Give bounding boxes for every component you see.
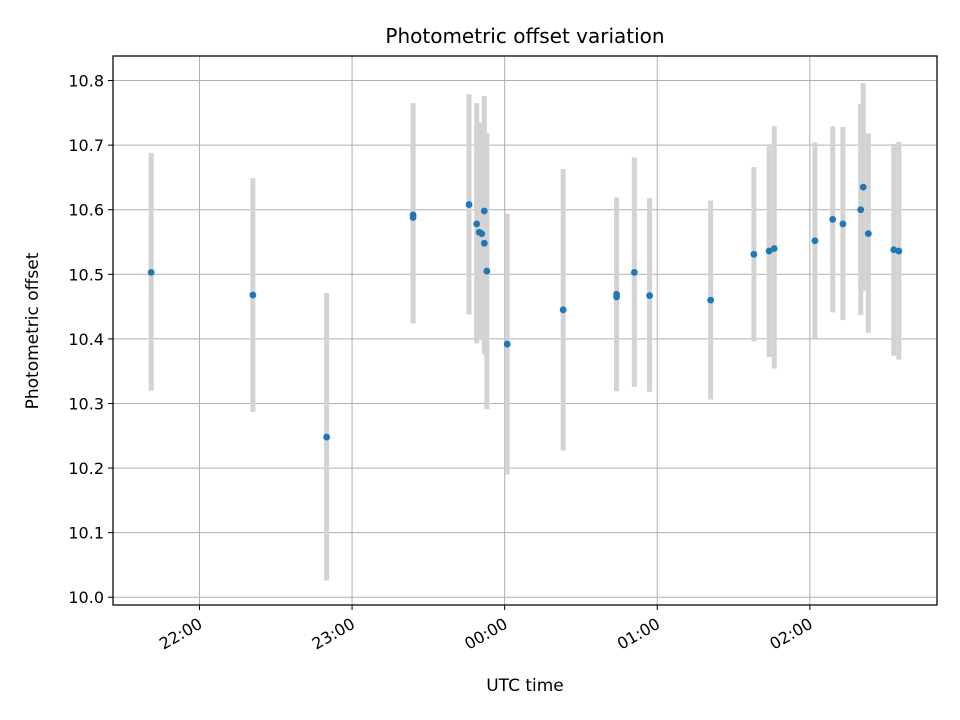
data-point: [559, 306, 567, 314]
data-point: [147, 268, 155, 276]
data-point: [765, 247, 773, 255]
data-point: [750, 250, 758, 258]
data-point: [480, 239, 488, 247]
y-axis-ticks: 10.0 10.1 10.2 10.3 10.4 10.5 10.6 10.7 10.8: [68, 72, 113, 607]
y-axis-label: Photometric offset: [23, 252, 43, 409]
data-point: [473, 220, 481, 228]
data-point: [503, 340, 511, 348]
y-tick-label: 10.5: [68, 265, 104, 284]
y-tick-label: 10.2: [68, 459, 104, 478]
data-point: [857, 206, 865, 214]
chart-title: Photometric offset variation: [385, 24, 664, 48]
data-point: [839, 220, 847, 228]
data-point: [890, 246, 898, 254]
data-point: [478, 230, 486, 238]
data-point: [895, 247, 903, 255]
grid: [113, 56, 937, 605]
data-point: [409, 214, 417, 221]
data-point: [613, 293, 620, 301]
y-tick-label: 10.1: [68, 524, 104, 543]
y-tick-label: 10.4: [68, 330, 104, 349]
data-point: [323, 433, 331, 441]
data-point: [770, 245, 778, 252]
data-point: [465, 201, 473, 208]
data-points: [147, 183, 903, 441]
y-tick-label: 10.3: [68, 394, 104, 413]
y-tick-label: 10.6: [68, 201, 104, 220]
data-point: [646, 292, 654, 300]
data-point: [859, 183, 867, 191]
x-axis-label: UTC time: [486, 676, 564, 696]
data-point: [829, 216, 837, 223]
data-point: [864, 230, 872, 238]
y-tick-label: 10.8: [68, 72, 104, 91]
y-tick-label: 10.7: [68, 136, 104, 155]
data-point: [630, 268, 638, 276]
plot-frame: [112, 55, 938, 606]
data-point: [480, 207, 488, 215]
y-tick-label: 10.0: [68, 588, 104, 607]
data-point: [811, 237, 819, 245]
data-point: [483, 267, 491, 275]
data-point: [249, 291, 257, 299]
data-point: [707, 296, 715, 304]
